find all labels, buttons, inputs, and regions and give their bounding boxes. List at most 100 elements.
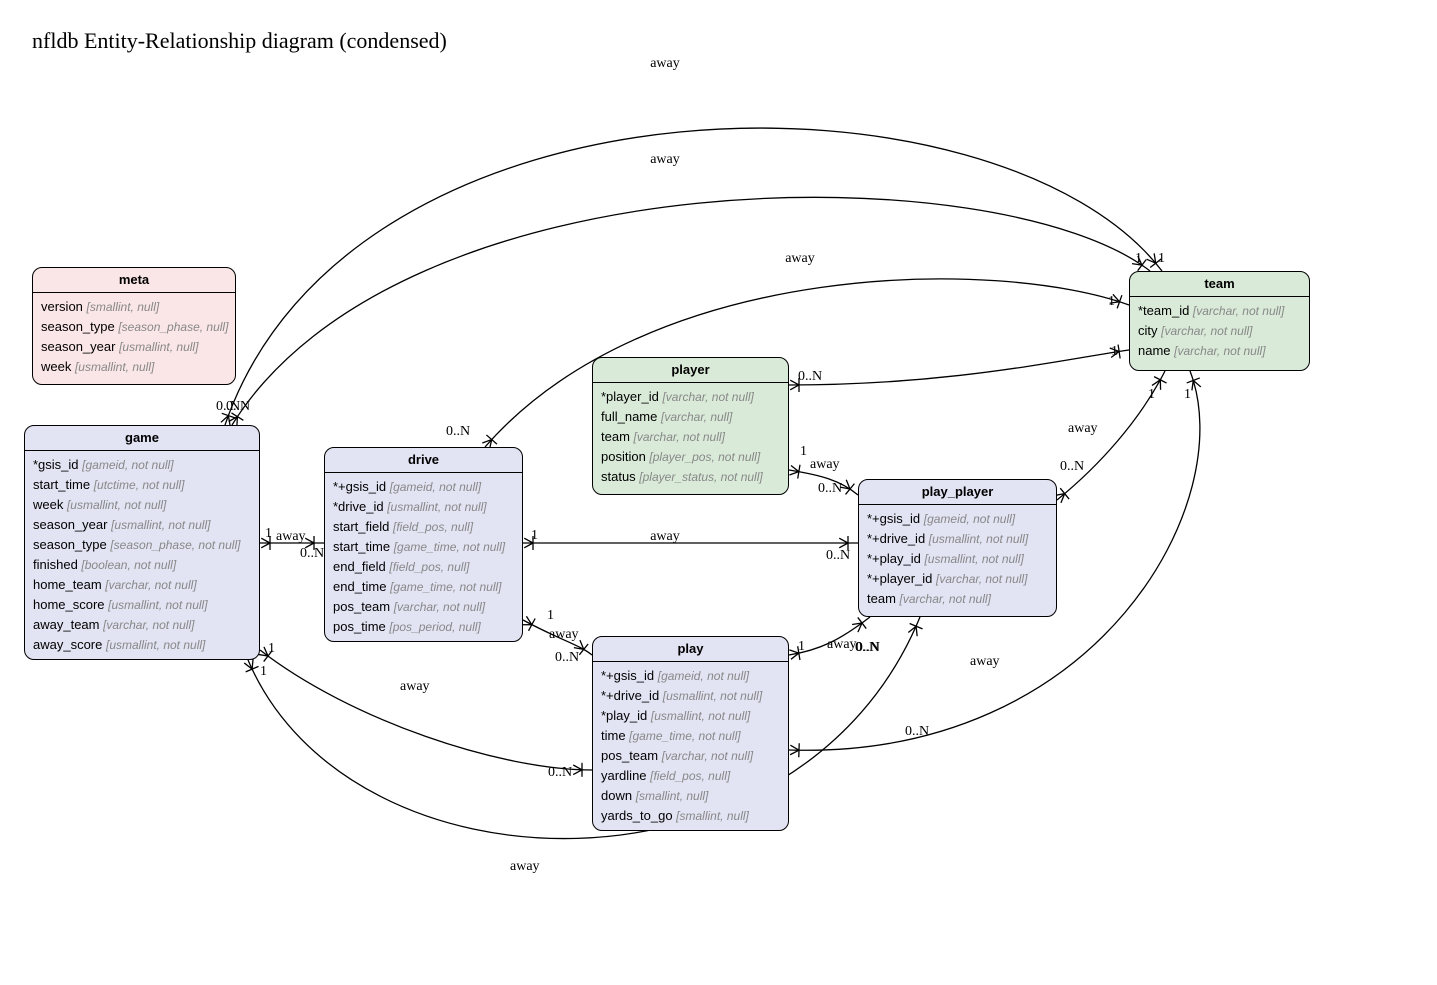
edge-label: 0..N — [446, 424, 470, 439]
attr-type: [varchar, not null] — [394, 600, 485, 614]
attr-type: [varchar, null] — [661, 410, 732, 424]
attribute-row: name [varchar, not null] — [1138, 341, 1301, 361]
attribute-row: *+play_id [usmallint, not null] — [867, 549, 1048, 569]
attribute-row: start_time [utctime, not null] — [33, 475, 251, 495]
edge-label: 0..N — [905, 724, 929, 739]
edge-label: 0..N — [798, 369, 822, 384]
entity-attributes: *+gsis_id [gameid, not null]*drive_id [u… — [325, 473, 522, 642]
entity-attributes: version [smallint, null]season_type [sea… — [33, 293, 235, 383]
attr-name: *+gsis_id — [601, 668, 658, 683]
attr-type: [season_phase, not null] — [110, 538, 240, 552]
entity-title: game — [25, 426, 259, 451]
diagram-title: nfldb Entity-Relationship diagram (conde… — [32, 28, 447, 54]
attribute-row: home_team [varchar, not null] — [33, 575, 251, 595]
attribute-row: end_field [field_pos, null] — [333, 557, 514, 577]
attr-type: [gameid, not null] — [82, 458, 173, 472]
attr-type: [varchar, not null] — [1161, 324, 1252, 338]
attr-name: away_score — [33, 637, 106, 652]
attribute-row: status [player_status, not null] — [601, 467, 780, 487]
edge-label: 0..N — [226, 399, 250, 414]
attr-name: finished — [33, 557, 81, 572]
attribute-row: pos_time [pos_period, null] — [333, 617, 514, 637]
attr-name: *+drive_id — [601, 688, 663, 703]
entity-team: team*team_id [varchar, not null]city [va… — [1129, 271, 1310, 371]
attr-name: position — [601, 449, 649, 464]
edge-label: away — [549, 627, 579, 642]
edge-label: 1 — [1135, 251, 1142, 266]
attribute-row: pos_team [varchar, not null] — [333, 597, 514, 617]
entity-attributes: *+gsis_id [gameid, not null]*+drive_id [… — [859, 505, 1056, 615]
attr-name: pos_team — [333, 599, 394, 614]
edge-label: 1 — [1184, 387, 1191, 402]
attr-type: [smallint, null] — [636, 789, 709, 803]
edge-label: 0..N — [548, 765, 572, 780]
attribute-row: start_field [field_pos, null] — [333, 517, 514, 537]
attr-type: [usmallint, not null] — [387, 500, 486, 514]
attr-type: [gameid, not null] — [924, 512, 1015, 526]
edge-label: 0..N — [855, 640, 879, 655]
edge-label: away — [400, 679, 430, 694]
attr-name: season_year — [41, 339, 119, 354]
edge-label: 1 — [800, 444, 807, 459]
edge-label: 0..N — [300, 546, 324, 561]
attribute-row: *+drive_id [usmallint, not null] — [601, 686, 780, 706]
entity-title: team — [1130, 272, 1309, 297]
attr-type: [boolean, not null] — [81, 558, 176, 572]
attr-type: [varchar, not null] — [1193, 304, 1284, 318]
edge-label: 1 — [1111, 344, 1118, 359]
edge-label: 0..N — [216, 399, 240, 414]
attr-name: *+drive_id — [867, 531, 929, 546]
attr-type: [player_pos, not null] — [649, 450, 760, 464]
attr-name: team — [601, 429, 634, 444]
attr-name: week — [41, 359, 75, 374]
attr-type: [usmallint, not null] — [651, 709, 750, 723]
attr-name: *+player_id — [867, 571, 936, 586]
attr-name: pos_team — [601, 748, 662, 763]
attribute-row: *+gsis_id [gameid, not null] — [867, 509, 1048, 529]
attr-type: [usmallint, not null] — [106, 638, 205, 652]
attribute-row: *+drive_id [usmallint, not null] — [867, 529, 1048, 549]
attribute-row: city [varchar, not null] — [1138, 321, 1301, 341]
entity-play_player: play_player*+gsis_id [gameid, not null]*… — [858, 479, 1057, 617]
attribute-row: *+gsis_id [gameid, not null] — [601, 666, 780, 686]
attribute-row: *gsis_id [gameid, not null] — [33, 455, 251, 475]
entity-title: play_player — [859, 480, 1056, 505]
edge-label: 0..N — [818, 481, 842, 496]
attr-name: down — [601, 788, 636, 803]
attribute-row: time [game_time, not null] — [601, 726, 780, 746]
attr-type: [usmallint, not null] — [924, 552, 1023, 566]
attribute-row: *drive_id [usmallint, not null] — [333, 497, 514, 517]
edge-label: away — [650, 529, 680, 544]
attribute-row: full_name [varchar, null] — [601, 407, 780, 427]
edge-label: 1 — [1148, 387, 1155, 402]
attr-name: end_time — [333, 579, 390, 594]
edge-label: 1 — [268, 641, 275, 656]
attribute-row: week [usmallint, not null] — [33, 495, 251, 515]
edge-label: away — [650, 56, 680, 71]
attribute-row: team [varchar, not null] — [867, 589, 1048, 609]
attribute-row: version [smallint, null] — [41, 297, 227, 317]
attr-type: [varchar, not null] — [105, 578, 196, 592]
er-diagram-canvas: nfldb Entity-Relationship diagram (conde… — [0, 0, 1437, 985]
edge-label: away — [510, 859, 540, 874]
attr-type: [usmallint, not null] — [67, 498, 166, 512]
edge-label: 1 — [1158, 251, 1165, 266]
attr-type: [field_pos, null] — [393, 520, 473, 534]
attr-name: *play_id — [601, 708, 651, 723]
attribute-row: season_year [usmallint, not null] — [33, 515, 251, 535]
attribute-row: pos_team [varchar, not null] — [601, 746, 780, 766]
edge-label: away — [810, 457, 840, 472]
attr-type: [usmallint, not null] — [108, 598, 207, 612]
attr-type: [smallint, null] — [676, 809, 749, 823]
attr-name: season_type — [33, 537, 110, 552]
attribute-row: season_type [season_phase, null] — [41, 317, 227, 337]
attr-name: start_time — [333, 539, 394, 554]
edge-game-play — [260, 650, 592, 770]
attribute-row: season_year [usmallint, null] — [41, 337, 227, 357]
attribute-row: end_time [game_time, not null] — [333, 577, 514, 597]
attribute-row: *team_id [varchar, not null] — [1138, 301, 1301, 321]
attr-name: home_team — [33, 577, 105, 592]
attr-type: [usmallint, null] — [75, 360, 154, 374]
attr-name: *+gsis_id — [333, 479, 390, 494]
attr-name: city — [1138, 323, 1161, 338]
